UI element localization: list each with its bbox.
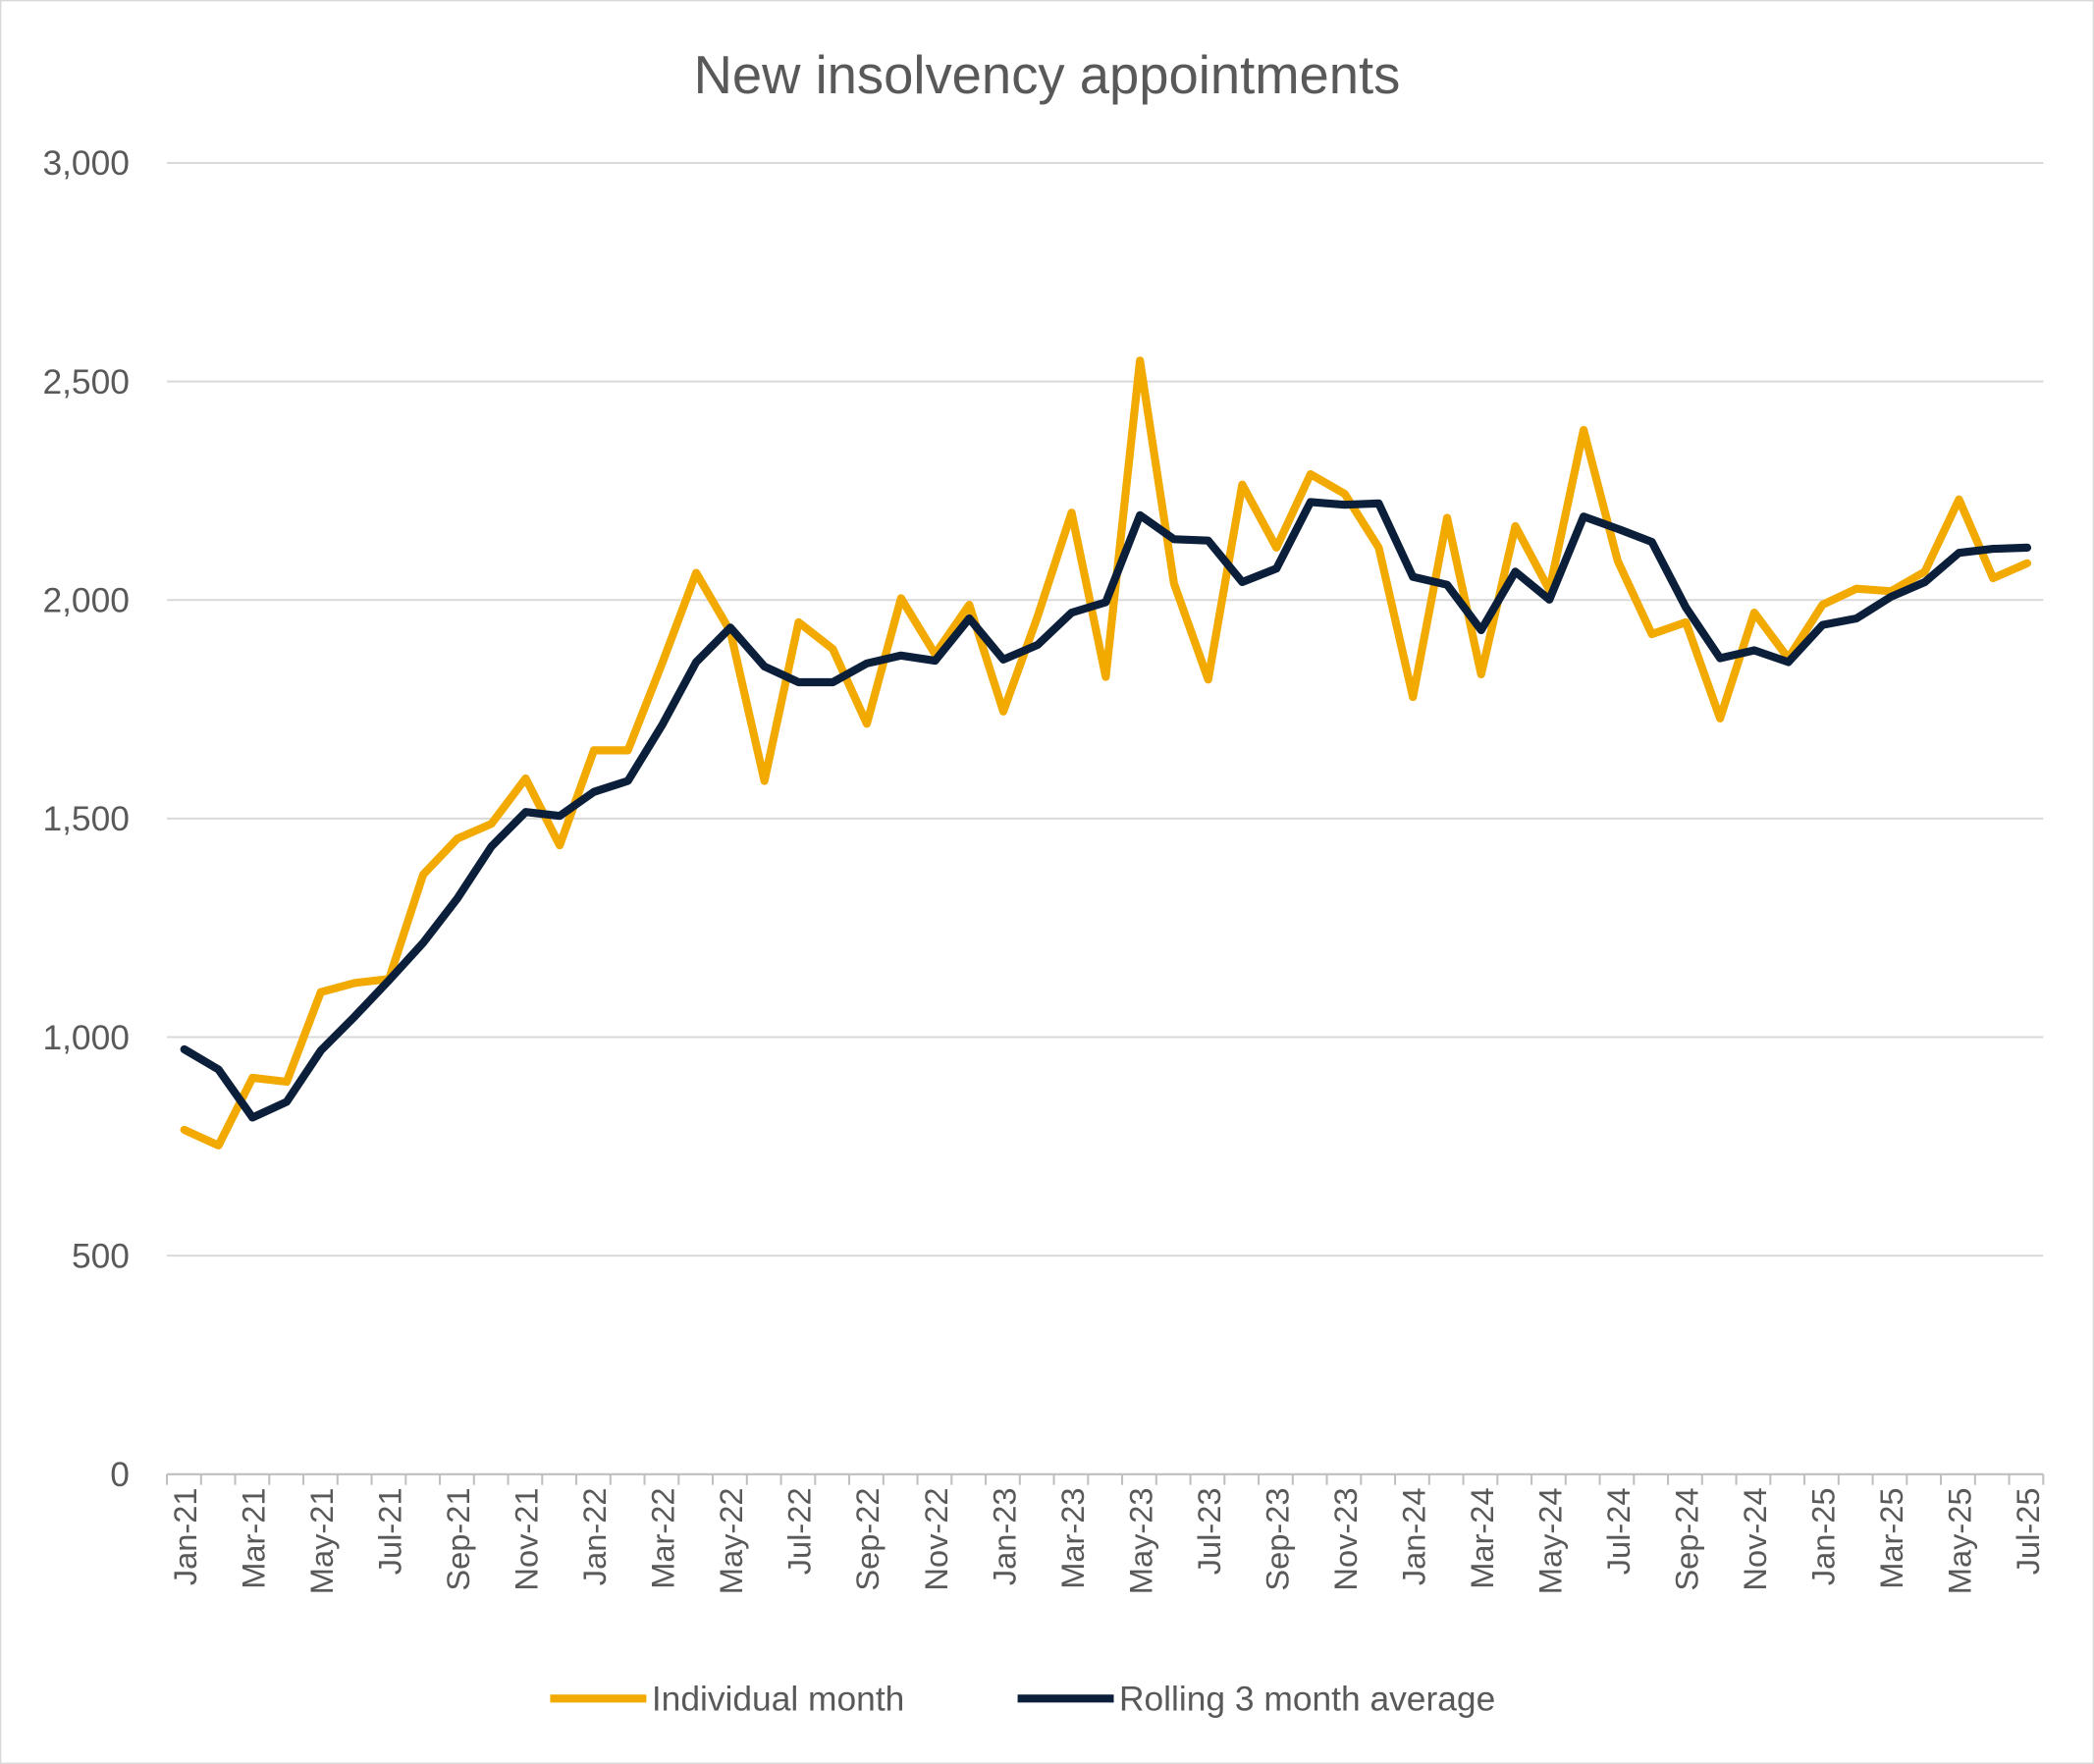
x-axis: Jan-21 Mar-21 May-21 Jul-21 Sep-21 Nov-21 Jan-…: [166, 1472, 2046, 1594]
x-tick-label: Nov-23: [1327, 1487, 1364, 1590]
y-axis: 0 500 1,000 1,500 2,000 2,500 3,000: [42, 144, 130, 1494]
x-tick-label: Sep-22: [849, 1487, 886, 1590]
y-tick-label: 2,500: [42, 363, 130, 401]
y-tick-label: 1,500: [42, 800, 130, 838]
x-tick-label: Jul-25: [2010, 1487, 2046, 1575]
series-line-individual-month: [180, 356, 2032, 1149]
x-tick-label: Nov-22: [918, 1487, 954, 1590]
x-tick-label: Nov-21: [509, 1487, 545, 1590]
legend: Individual month Rolling 3 month average: [550, 1681, 1495, 1719]
y-tick-label: 3,000: [42, 144, 130, 183]
x-tick-label: Sep-23: [1259, 1487, 1295, 1590]
x-tick-label: Jan-25: [1805, 1487, 1842, 1585]
x-tick-label: Jan-21: [167, 1487, 203, 1585]
y-tick-label: 2,000: [42, 581, 130, 619]
series-lines: [180, 356, 2032, 1149]
x-tick-label: Jul-23: [1191, 1487, 1227, 1575]
x-tick-label: Jan-22: [576, 1487, 613, 1585]
chart-title: New insolvency appointments: [694, 45, 1401, 105]
y-tick-label: 500: [72, 1237, 130, 1275]
x-tick-label: Sep-24: [1669, 1487, 1705, 1590]
x-tick-label: Mar-23: [1054, 1487, 1091, 1588]
x-tick-label: Nov-24: [1737, 1487, 1773, 1590]
x-tick-label: May-21: [303, 1487, 340, 1594]
x-tick-label: May-25: [1942, 1487, 1978, 1594]
x-tick-label: Jul-21: [372, 1487, 408, 1575]
x-tick-label: Sep-21: [440, 1487, 476, 1590]
legend-label-rolling-average: Rolling 3 month average: [1119, 1681, 1495, 1719]
x-tick-label: Mar-21: [235, 1487, 271, 1588]
x-tick-label: May-24: [1532, 1487, 1569, 1594]
series-line-rolling-average: [180, 498, 2032, 1122]
legend-label-individual-month: Individual month: [652, 1681, 905, 1719]
x-tick-label: Jul-24: [1600, 1487, 1637, 1575]
y-tick-label: 0: [110, 1456, 130, 1494]
gridlines: [167, 161, 2044, 1257]
x-tick-label: Jul-22: [781, 1487, 818, 1575]
x-tick-label: Mar-22: [645, 1487, 681, 1588]
x-tick-label: May-22: [713, 1487, 749, 1594]
x-tick-label: Jan-24: [1395, 1487, 1431, 1585]
x-tick-label: Mar-25: [1873, 1487, 1909, 1588]
x-tick-label: Mar-24: [1464, 1487, 1500, 1588]
y-tick-label: 1,000: [42, 1019, 130, 1057]
x-tick-label: Jan-23: [986, 1487, 1022, 1585]
x-tick-label: May-23: [1122, 1487, 1158, 1594]
